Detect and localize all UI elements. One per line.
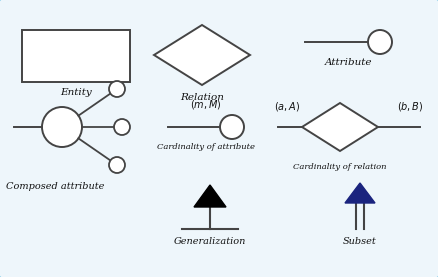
Bar [22, 30, 130, 82]
Text: Subset: Subset [343, 237, 377, 246]
Text: Cardinality of attribute: Cardinality of attribute [157, 143, 255, 151]
Polygon shape [154, 25, 250, 85]
Text: Entity: Entity [60, 88, 92, 97]
Text: Generalization: Generalization [174, 237, 246, 246]
Text: $(m,M)$: $(m,M)$ [190, 98, 222, 111]
Text: $(a,A)$: $(a,A)$ [274, 100, 300, 113]
Polygon shape [302, 103, 378, 151]
Circle shape [368, 30, 392, 54]
Text: Cardinality of relation: Cardinality of relation [293, 163, 387, 171]
Circle shape [109, 157, 125, 173]
Text: Relation: Relation [180, 93, 224, 102]
Circle shape [114, 119, 130, 135]
Circle shape [220, 115, 244, 139]
Circle shape [109, 81, 125, 97]
Polygon shape [194, 185, 226, 207]
Text: Attribute: Attribute [325, 58, 372, 67]
Circle shape [42, 107, 82, 147]
Text: $(b,B)$: $(b,B)$ [397, 100, 423, 113]
Polygon shape [345, 183, 375, 203]
Text: Composed attribute: Composed attribute [6, 182, 104, 191]
